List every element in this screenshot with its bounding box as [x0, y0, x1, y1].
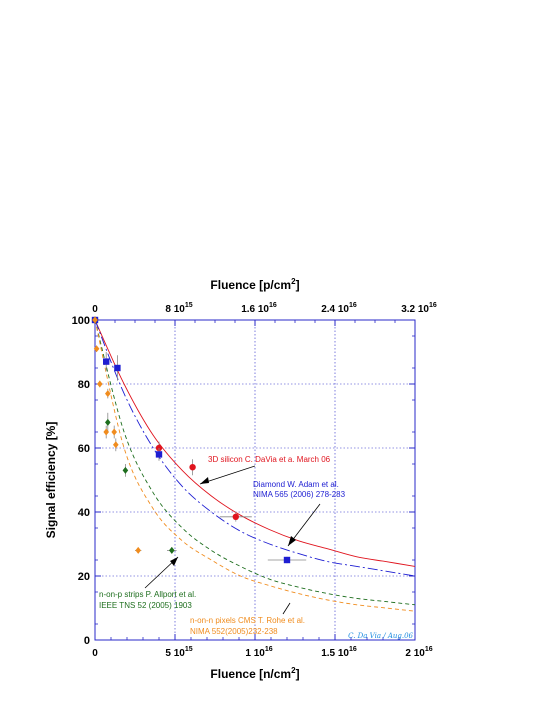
y-tick-labels: 0 20 40 60 80 100: [72, 315, 90, 647]
y-tick-label: 100: [72, 315, 90, 327]
top-tick-labels: 0 8 1015 1.6 1016 2.4 1016 3.2 1016: [92, 302, 437, 315]
label-n-on-p-2: IEEE TNS 52 (2005) 1903: [99, 601, 192, 610]
data-point: [103, 358, 110, 365]
arrowhead-diamond: [288, 536, 296, 546]
data-point: [92, 316, 98, 324]
label-3d-silicon: 3D silicon C. DaVia et a. March 06: [208, 455, 331, 464]
tick-marks: [94, 319, 416, 641]
arrowhead-3d-silicon: [200, 477, 209, 484]
arrowhead-n-on-p: [170, 557, 178, 566]
x-axis-title-top: Fluence [p/cm2]: [210, 277, 299, 292]
fit-curve: [94, 319, 416, 612]
fit-curve: [94, 319, 416, 577]
grid: [95, 320, 415, 640]
y-tick-label: 0: [84, 635, 90, 647]
data-point: [169, 546, 175, 554]
data-point: [135, 546, 141, 554]
data-point: [111, 428, 117, 436]
data-point: [103, 428, 109, 436]
label-n-on-n-1: n-on-n pixels CMS T. Rohe et al.: [190, 616, 305, 625]
data-points: [91, 316, 307, 564]
y-axis-title: Signal efficiency [%]: [44, 422, 58, 539]
top-tick-label: 0: [92, 304, 98, 315]
top-tick-label: 1.6 1016: [241, 302, 277, 315]
x-axis-title-bottom: Fluence [n/cm2]: [210, 666, 299, 681]
data-point: [155, 451, 163, 458]
data-point: [122, 466, 129, 474]
x-tick-label: 1 1016: [245, 646, 272, 659]
bottom-tick-labels: 0 5 1015 1 1016 1.5 1016 2 1016: [92, 646, 433, 659]
label-n-on-p-1: n-on-p strips P. Allport et al.: [99, 590, 196, 599]
data-point: [283, 556, 291, 564]
author-signature: C. Da Via / Aug.06: [348, 632, 413, 640]
data-point: [189, 464, 196, 471]
arrow-n-on-n: [282, 602, 291, 615]
label-n-on-n-2: NIMA 552(2005)232-238: [190, 627, 278, 636]
x-tick-label: 5 1015: [165, 646, 192, 659]
fit-curve: [94, 319, 416, 606]
data-point: [105, 418, 111, 426]
x-tick-label: 2 1016: [405, 646, 432, 659]
data-point: [93, 345, 100, 353]
y-tick-label: 80: [78, 379, 90, 391]
y-tick-label: 60: [78, 443, 90, 455]
label-diamond-2: NIMA 565 (2006) 278-283: [253, 490, 346, 499]
x-tick-label: 1.5 1016: [321, 646, 357, 659]
data-point: [97, 380, 103, 388]
top-tick-label: 8 1015: [165, 302, 192, 315]
data-point: [232, 513, 239, 520]
y-tick-label: 20: [78, 571, 90, 583]
fit-curve: [94, 319, 416, 567]
data-point: [114, 364, 121, 372]
data-point: [105, 390, 111, 398]
top-tick-label: 2.4 1016: [321, 302, 357, 315]
y-tick-label: 40: [78, 507, 90, 519]
data-point: [113, 441, 119, 449]
fit-curves: [94, 319, 416, 612]
arrow-3d-silicon: [199, 465, 256, 485]
top-tick-label: 3.2 1016: [401, 302, 437, 315]
label-diamond-1: Diamond W. Adam et al.: [253, 480, 339, 489]
x-tick-label: 0: [92, 648, 98, 659]
